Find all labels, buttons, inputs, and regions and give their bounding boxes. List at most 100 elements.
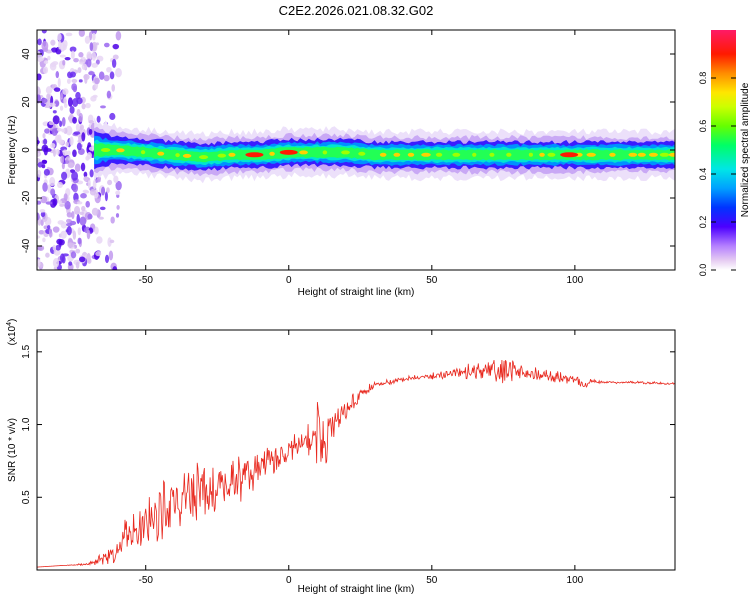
noise-speckle (69, 71, 76, 78)
noise-speckle (41, 98, 48, 104)
noise-speckle (43, 60, 49, 65)
ridge-hotspot (547, 152, 556, 157)
snr-x-label: Height of straight line (km) (298, 584, 415, 595)
noise-speckle (91, 207, 99, 216)
colorbar-axis: 0.0 0.2 0.4 0.6 0.8 (698, 72, 736, 277)
noise-speckle (57, 77, 61, 88)
noise-speckle (90, 95, 97, 102)
noise-speckle (37, 161, 43, 168)
noise-speckle (45, 252, 50, 258)
noise-speckle (43, 168, 50, 176)
noise-speckle (37, 140, 40, 145)
noise-speckle (82, 189, 89, 194)
noise-speckle (72, 149, 77, 158)
noise-speckle (88, 128, 93, 135)
spectrogram-noise-region (37, 30, 122, 270)
noise-speckle (65, 141, 70, 147)
noise-speckle (37, 212, 40, 221)
ridge-hotspot (421, 152, 431, 157)
noise-speckle (42, 182, 48, 192)
noise-speckle (71, 171, 79, 181)
noise-speckle (83, 171, 88, 178)
spectrogram-x-tick-label: 100 (567, 275, 584, 286)
noise-speckle (109, 112, 116, 120)
ridge-hotspot (175, 153, 180, 158)
noise-speckle (85, 155, 90, 161)
noise-speckle (95, 42, 99, 46)
snr-y-axis: 0.5 1.0 1.5 (21, 344, 675, 504)
noise-speckle (41, 159, 48, 164)
noise-speckle (50, 39, 56, 46)
noise-speckle (78, 79, 83, 83)
colorbar: 0.0 0.2 0.4 0.6 0.8 Normalized spectral ampl… (698, 30, 750, 276)
noise-speckle (112, 54, 119, 60)
ridge-hotspot (322, 150, 328, 155)
ridge-hotspot (269, 151, 275, 156)
noise-speckle (75, 248, 81, 254)
noise-speckle (60, 230, 67, 239)
noise-speckle (95, 178, 101, 183)
noise-speckle (80, 162, 86, 172)
colorbar-label: Normalized spectral amplitude (740, 82, 750, 217)
noise-speckle (78, 30, 85, 37)
noise-speckle (72, 183, 79, 193)
noise-speckle (83, 176, 89, 182)
noise-speckle (91, 30, 98, 35)
noise-speckle (71, 78, 78, 83)
noise-speckle (66, 218, 71, 224)
noise-speckle (65, 158, 69, 165)
noise-speckle (41, 164, 46, 169)
noise-speckle (37, 235, 41, 239)
noise-speckle (79, 256, 86, 263)
noise-speckle (67, 162, 75, 169)
noise-speckle (47, 55, 51, 61)
noise-speckle (50, 142, 56, 149)
noise-speckle (55, 148, 60, 156)
noise-speckle (66, 222, 73, 227)
noise-speckle (72, 116, 77, 124)
snr-x-axis: -50 0 50 100 (138, 330, 584, 586)
ridge-hotspot (358, 151, 366, 156)
noise-speckle (79, 61, 85, 65)
noise-speckle (111, 84, 116, 92)
noise-speckle (52, 198, 58, 206)
snr-y-label: SNR (10 * v/v) (7, 418, 18, 482)
noise-speckle (39, 209, 46, 213)
ridge-hotspot (659, 152, 670, 157)
noise-speckle (98, 71, 105, 80)
ridge-hotspot (299, 150, 308, 155)
noise-speckle (37, 152, 41, 157)
noise-speckle (62, 149, 68, 156)
noise-speckle (45, 201, 53, 205)
noise-speckle (71, 210, 75, 220)
spectrogram-y-label: Frequency (Hz) (7, 116, 18, 185)
ridge-hotspot (140, 150, 146, 155)
colorbar-tick-label: 0.0 (698, 264, 708, 277)
noise-speckle (89, 42, 94, 52)
noise-speckle (57, 33, 62, 41)
ridge-hotspot (528, 152, 533, 157)
spectrogram-x-axis: -50 0 50 100 (138, 30, 584, 286)
colorbar-tick-label: 0.4 (698, 168, 708, 181)
snr-x-tick-label: 0 (286, 575, 292, 586)
noise-speckle (77, 227, 82, 236)
colorbar-tick-label: 0.2 (698, 216, 708, 229)
ridge-hotspot (609, 152, 616, 157)
ridge-hotspot (393, 152, 401, 157)
noise-speckle (42, 133, 46, 139)
noise-speckle (94, 226, 99, 235)
noise-speckle (84, 74, 88, 84)
ridge-hotspot (100, 148, 111, 152)
noise-speckle (115, 190, 121, 196)
noise-speckle (74, 163, 81, 172)
noise-speckle (108, 250, 114, 261)
ridge-peak (245, 152, 264, 158)
spectrogram-x-tick-label: 50 (426, 275, 438, 286)
noise-speckle (77, 67, 82, 74)
ridge-hotspot (407, 152, 415, 157)
noise-speckle (56, 127, 62, 132)
noise-speckle (58, 40, 62, 50)
noise-speckle (70, 251, 77, 259)
noise-speckle (37, 38, 42, 46)
